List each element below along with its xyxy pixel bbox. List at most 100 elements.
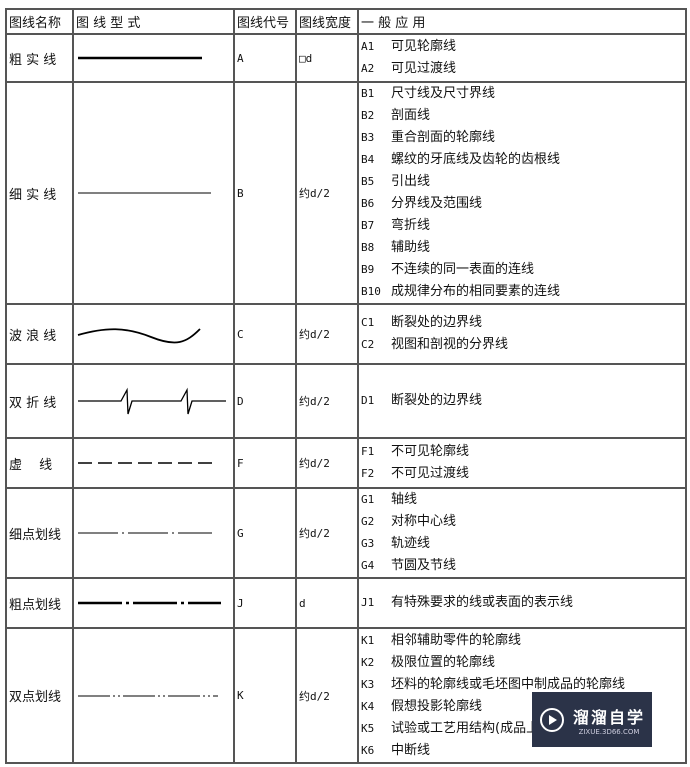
usage-code: B10 xyxy=(361,285,381,298)
usage-list: B1 尺寸线及尺寸界线 B2 剖面线 B3 重合剖面的轮廓线 B4 螺纹的牙底线及齿轮的齿根线… xyxy=(357,81,687,305)
usage-text: 相邻辅助零件的轮廓线 xyxy=(391,632,522,648)
line-code: G xyxy=(233,487,297,579)
usage-code: B4 xyxy=(361,153,375,166)
usage-text: 对称中心线 xyxy=(391,514,457,529)
usage-code: C2 xyxy=(361,338,375,351)
line-sample xyxy=(78,462,212,464)
line-sample xyxy=(78,192,211,194)
line-sample xyxy=(78,56,202,60)
usage-code: B6 xyxy=(361,197,375,210)
line-width: 约d/2 xyxy=(295,437,359,489)
line-name: 虚 线 xyxy=(5,437,74,489)
line-type-row: 虚 线 F 约d/2 F1 不可见轮廓线 F2 不可见过渡线 xyxy=(5,437,687,489)
usage-item: B2 剖面线 xyxy=(361,105,683,127)
watermark-logo: 溜溜自学 ZIXUE.3D66.COM xyxy=(532,692,652,747)
usage-item: B3 重合剖面的轮廓线 xyxy=(361,127,683,149)
line-code: B xyxy=(233,81,297,305)
usage-text: 轨迹线 xyxy=(391,536,431,551)
line-pattern-thin-dash-dot xyxy=(72,487,235,579)
usage-text: 视图和剖视的分界线 xyxy=(391,337,509,352)
header-row: 图线名称 图 线 型 式 图线代号 图线宽度 一 般 应 用 xyxy=(5,8,687,35)
line-code: J xyxy=(233,577,297,629)
line-sample xyxy=(77,328,201,344)
usage-item: B8 辅助线 xyxy=(361,237,683,259)
usage-code: A1 xyxy=(361,40,375,53)
line-pattern-dashed xyxy=(72,437,235,489)
usage-text: 断裂处的边界线 xyxy=(391,393,483,408)
header-width: 图线宽度 xyxy=(295,8,359,35)
usage-item: G3 轨迹线 xyxy=(361,533,683,555)
usage-item: D1 断裂处的边界线 xyxy=(361,390,683,412)
usage-text: 螺纹的牙底线及齿轮的齿根线 xyxy=(391,152,561,167)
line-width: 约d/2 xyxy=(295,303,359,365)
usage-code: K3 xyxy=(361,677,375,691)
usage-text: 弯折线 xyxy=(391,218,431,233)
usage-code: F1 xyxy=(361,445,375,458)
line-type-row: 细点划线 G 约d/2 G1 轴线 G2 对称中心线 G3 轨迹线 G4 节圆及节线 xyxy=(5,487,687,579)
usage-code: B5 xyxy=(361,175,375,188)
usage-text: 节圆及节线 xyxy=(391,558,457,573)
line-width: 约d/2 xyxy=(295,627,359,764)
line-name: 双点划线 xyxy=(5,627,74,764)
usage-list: F1 不可见轮廓线 F2 不可见过渡线 xyxy=(357,437,687,489)
usage-text: 剖面线 xyxy=(391,108,431,123)
usage-code: C1 xyxy=(361,316,375,329)
usage-item: G2 对称中心线 xyxy=(361,511,683,533)
usage-text: 辅助线 xyxy=(391,240,431,255)
usage-code: K1 xyxy=(361,633,375,647)
line-name: 细点划线 xyxy=(5,487,74,579)
usage-list: C1 断裂处的边界线 C2 视图和剖视的分界线 xyxy=(357,303,687,365)
usage-code: B8 xyxy=(361,241,375,254)
usage-code: G2 xyxy=(361,515,375,528)
usage-item: B10 成规律分布的相同要素的连线 xyxy=(361,281,683,303)
usage-text: 中断线 xyxy=(391,742,431,758)
usage-item: G1 轴线 xyxy=(361,489,683,511)
usage-item: K4 假想投影轮廓线 xyxy=(361,696,683,718)
usage-code: A2 xyxy=(361,62,375,75)
usage-item: B7 弯折线 xyxy=(361,215,683,237)
usage-code: G1 xyxy=(361,493,375,506)
usage-text: 极限位置的轮廓线 xyxy=(391,654,496,670)
usage-item: K2 极限位置的轮廓线 xyxy=(361,652,683,674)
usage-text: 不连续的同一表面的连线 xyxy=(391,262,535,277)
usage-text: 可见过渡线 xyxy=(391,61,457,76)
usage-code: K4 xyxy=(361,699,375,713)
line-name: 波 浪 线 xyxy=(5,303,74,365)
usage-code: B2 xyxy=(361,109,375,122)
watermark-url: ZIXUE.3D66.COM xyxy=(578,727,640,736)
usage-text: 成规律分布的相同要素的连线 xyxy=(391,284,561,299)
line-type-row: 波 浪 线 C 约d/2 C1 断裂处的边界线 C2 视图和剖视的分界线 xyxy=(5,303,687,365)
usage-text: 引出线 xyxy=(391,174,431,189)
usage-list: D1 断裂处的边界线 xyxy=(357,363,687,439)
line-type-table: 图线名称 图 线 型 式 图线代号 图线宽度 一 般 应 用 粗 实 线 A □… xyxy=(5,8,687,764)
usage-code: K2 xyxy=(361,655,375,669)
header-usage: 一 般 应 用 xyxy=(357,8,687,35)
line-pattern-thin-solid xyxy=(72,81,235,305)
usage-code: B7 xyxy=(361,219,375,232)
usage-item: B1 尺寸线及尺寸界线 xyxy=(361,83,683,105)
line-name: 细 实 线 xyxy=(5,81,74,305)
line-code: K xyxy=(233,627,297,764)
usage-code: B1 xyxy=(361,87,375,100)
header-name: 图线名称 xyxy=(5,8,74,35)
usage-text: 轴线 xyxy=(391,492,418,507)
usage-item: G4 节圆及节线 xyxy=(361,555,683,577)
usage-item: A1 可见轮廓线 xyxy=(361,36,683,58)
usage-text: 分界线及范围线 xyxy=(391,196,483,211)
usage-text: 不可见过渡线 xyxy=(391,466,470,481)
line-type-row: 粗 实 线 A □d A1 可见轮廓线 A2 可见过渡线 xyxy=(5,33,687,83)
line-sample xyxy=(78,601,221,605)
usage-text: 假想投影轮廓线 xyxy=(391,698,483,714)
usage-text: 不可见轮廓线 xyxy=(391,444,470,459)
line-width: 约d/2 xyxy=(295,363,359,439)
usage-text: 可见轮廓线 xyxy=(391,39,457,54)
usage-item: B9 不连续的同一表面的连线 xyxy=(361,259,683,281)
usage-list: G1 轴线 G2 对称中心线 G3 轨迹线 G4 节圆及节线 xyxy=(357,487,687,579)
line-name: 粗 实 线 xyxy=(5,33,74,83)
usage-item: C2 视图和剖视的分界线 xyxy=(361,334,683,356)
usage-item: B5 引出线 xyxy=(361,171,683,193)
line-pattern-dash-double-dot xyxy=(72,627,235,764)
line-sample xyxy=(78,387,226,415)
usage-code: K6 xyxy=(361,743,375,757)
usage-item: K1 相邻辅助零件的轮廓线 xyxy=(361,630,683,652)
